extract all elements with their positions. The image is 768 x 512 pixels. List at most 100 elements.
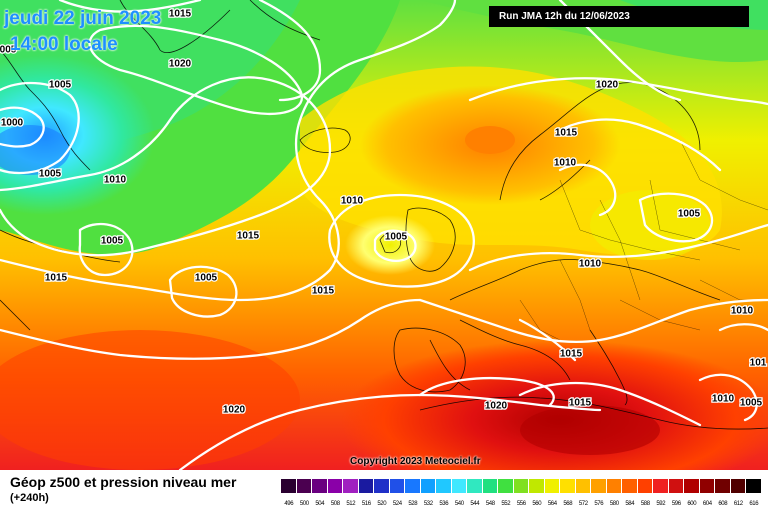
color-scale-label: 588 [640,501,650,507]
color-scale-cell [482,479,498,493]
color-scale-label: 556 [516,501,526,507]
forecast-range: (+240h) [10,492,49,504]
color-scale-cell [281,479,297,493]
forecast-date: jeudi 22 juin 2023 [4,8,162,29]
color-scale-label: 572 [578,501,588,507]
isobar-label: 1010 [341,196,364,207]
color-scale-label: 608 [718,501,728,507]
isobar-label: 1020 [485,401,508,412]
isobar-label: 1005 [101,236,124,247]
geopotential-field: 1015 1020 005 1005 1000 1005 1010 1005 1015 1005 1… [0,0,768,470]
color-scale-label: 548 [485,501,495,507]
color-scale-cell [312,479,328,493]
color-scale-label: 524 [392,501,402,507]
color-scale-cell [451,479,467,493]
isobar-label: 1010 [731,306,754,317]
isobar-label: 1005 [49,80,72,91]
color-scale-label: 592 [656,501,666,507]
color-scale-cell [699,479,715,493]
isobar-label: 101 [750,358,767,369]
isobar-label: 1005 [740,398,763,409]
color-scale-cell [513,479,529,493]
color-scale-cell [327,479,343,493]
color-scale-label: 496 [284,501,294,507]
forecast-time: 14:00 locale [10,34,118,55]
color-scale-cell [529,479,545,493]
isobar-label: 005 [0,45,17,56]
color-scale-label: 528 [408,501,418,507]
color-scale-label: 516 [361,501,371,507]
coastlines [0,0,768,430]
color-scale-cell [420,479,436,493]
color-scale-label: 540 [454,501,464,507]
color-scale-cell [575,479,591,493]
color-scale-label: 616 [749,501,759,507]
color-scale-cell [606,479,622,493]
color-scale-label: 564 [547,501,557,507]
color-scale-label: 560 [532,501,542,507]
isobar-label: 1010 [579,259,602,270]
color-scale-cell [389,479,405,493]
color-scale-cell [560,479,576,493]
isobar-label: 1000 [1,118,24,129]
color-scale-label: 544 [470,501,480,507]
color-scale-cell [405,479,421,493]
color-scale-cell [653,479,669,493]
isobar-label: 1015 [312,286,335,297]
isobar-label: 1010 [712,394,735,405]
color-scale-cell [544,479,560,493]
color-scale-label: 600 [687,501,697,507]
color-scale-label: 512 [346,501,356,507]
isobar-label: 1015 [237,231,260,242]
isobar-label: 1020 [223,405,246,416]
isobar-label: 1005 [678,209,701,220]
color-scale-label: 504 [315,501,325,507]
color-scale-cell [637,479,653,493]
chart-title: Géop z500 et pression niveau mer [10,474,237,490]
isobars [0,0,768,470]
color-scale-cell [715,479,731,493]
color-scale-cell [730,479,746,493]
color-scale-cell [358,479,374,493]
color-scale-label: 596 [671,501,681,507]
isobar-label: 1010 [554,158,577,169]
legend-footer: Géop z500 et pression niveau mer (+240h)… [0,470,768,512]
color-scale-cell [684,479,700,493]
color-scale-label: 508 [330,501,340,507]
color-scale-cell [374,479,390,493]
isobar-label: 1015 [45,273,68,284]
color-scale-label: 552 [501,501,511,507]
isobar-label: 1005 [39,169,62,180]
copyright: Copyright 2023 Meteociel.fr [350,456,481,467]
color-scale-label: 520 [377,501,387,507]
color-scale-labels: 496 500 504 508 512 516 520 524 528 532 536 540 544 5… [281,501,762,507]
color-scale-cell [591,479,607,493]
color-scale-label: 584 [625,501,635,507]
color-scale-cell [296,479,312,493]
isobar-label: 1005 [195,273,218,284]
color-scale-label: 612 [733,501,743,507]
color-scale-cell [498,479,514,493]
isobar-labels: 1015 1020 005 1005 1000 1005 1010 1005 1015 1005 1… [0,7,768,417]
isobar-label: 1020 [169,59,192,70]
weather-map: 1015 1020 005 1005 1000 1005 1010 1005 1015 1005 1… [0,0,768,470]
color-scale-label: 604 [702,501,712,507]
color-scale-label: 576 [594,501,604,507]
isobar-label: 1020 [596,80,619,91]
color-scale-label: 500 [299,501,309,507]
color-scale-label: 536 [439,501,449,507]
color-scale-cell [668,479,684,493]
isobar-label: 1015 [560,349,583,360]
isobar-label: 1015 [169,9,192,20]
color-scale-cell [622,479,638,493]
color-scale-cell [436,479,452,493]
color-scale [281,479,762,497]
isobar-label: 1010 [104,175,127,186]
run-info: Run JMA 12h du 12/06/2023 [489,6,749,27]
isobar-label: 1015 [569,398,592,409]
color-scale-label: 532 [423,501,433,507]
isobar-label: 1005 [385,232,408,243]
color-scale-cell [746,479,762,493]
color-scale-cell [467,479,483,493]
color-scale-label: 580 [609,501,619,507]
